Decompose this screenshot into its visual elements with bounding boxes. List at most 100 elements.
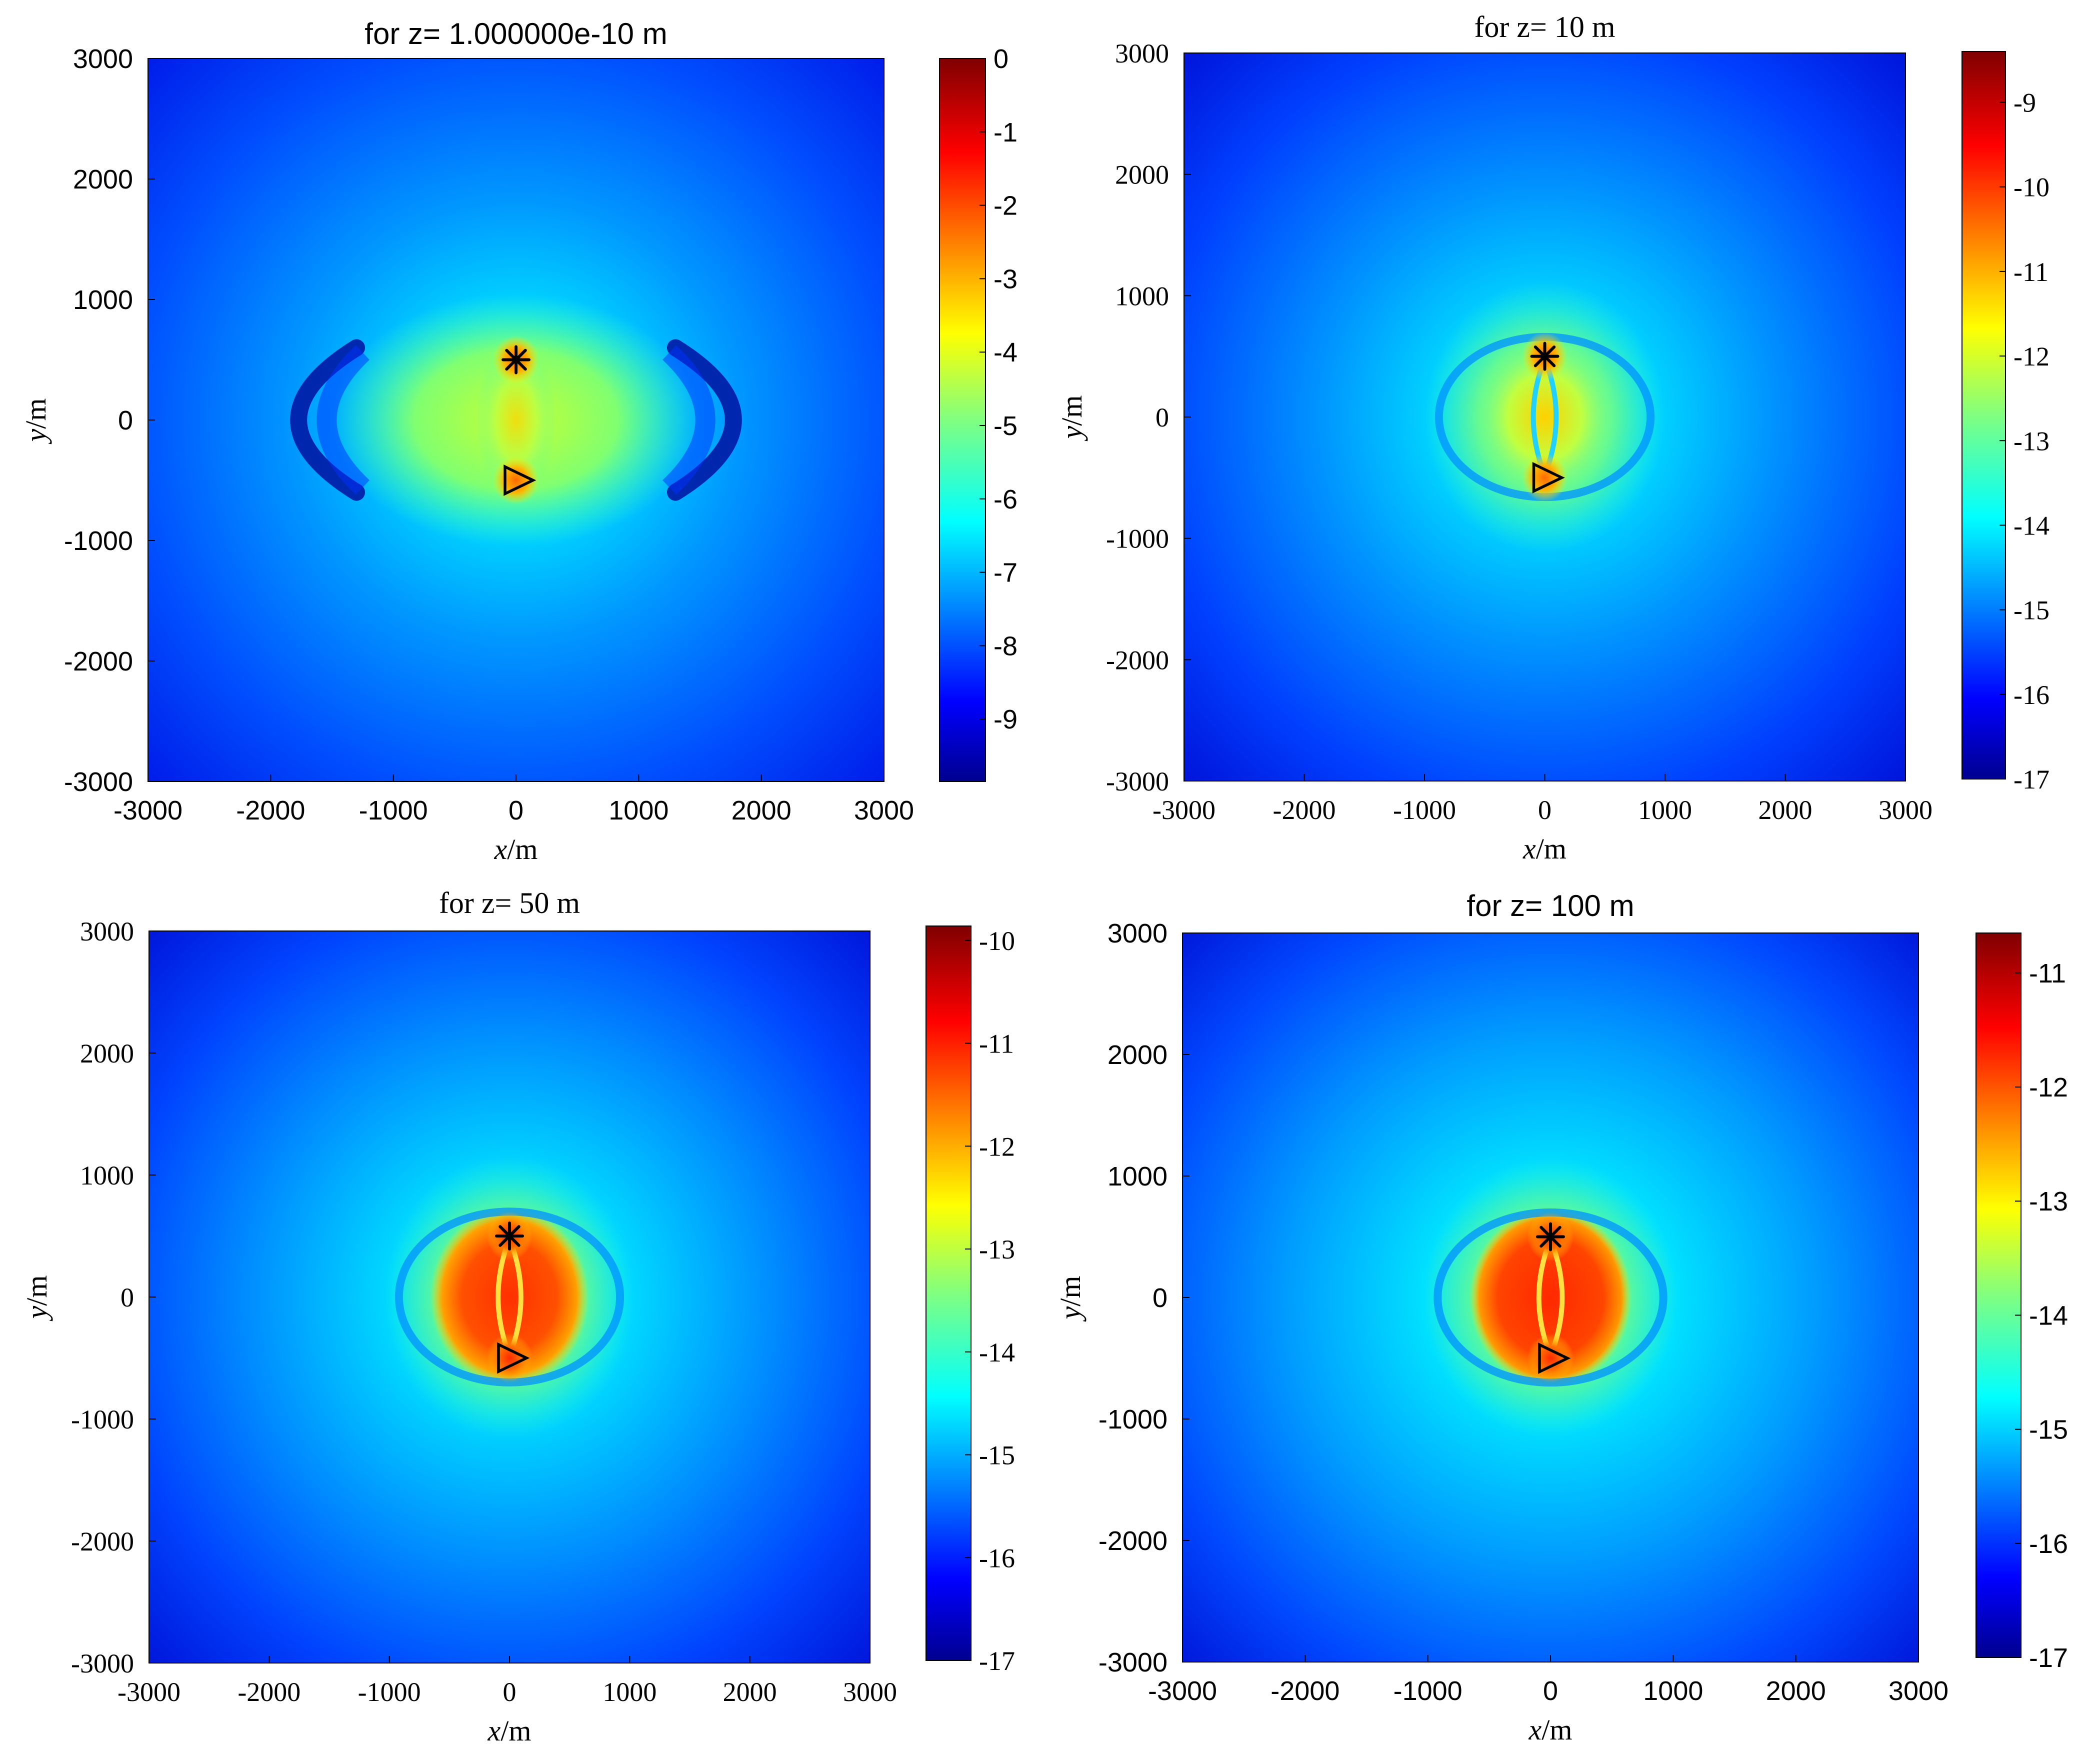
x-tick-label: 1000 bbox=[608, 796, 668, 826]
x-tick-label: -2000 bbox=[236, 796, 305, 826]
x-axis-label: x/m bbox=[1528, 1714, 1572, 1746]
x-tick-label: 1000 bbox=[602, 1677, 656, 1707]
x-tick-label: -3000 bbox=[1148, 1676, 1217, 1706]
plot-frame bbox=[148, 58, 884, 782]
colorbar-tick-label: -17 bbox=[2014, 764, 2050, 794]
null-arc-right bbox=[666, 339, 742, 501]
colorbar-tick-label: -15 bbox=[979, 1440, 1015, 1470]
receiver-marker-triangle bbox=[497, 1342, 530, 1374]
y-tick-label: 0 bbox=[120, 1282, 134, 1312]
source-marker-asterisk bbox=[1536, 1222, 1565, 1252]
y-tick-label: -2000 bbox=[71, 1526, 134, 1556]
colorbar-gradient bbox=[939, 58, 986, 782]
x-axis-label: x/m bbox=[1522, 832, 1566, 865]
x-tick-label: 3000 bbox=[1888, 1676, 1948, 1706]
colorbar-tick-label: -11 bbox=[2029, 958, 2066, 988]
colorbar-tick-label: -12 bbox=[2029, 1072, 2068, 1102]
y-tick-label: 1000 bbox=[1115, 281, 1169, 311]
y-axis-label: y/m bbox=[20, 1276, 53, 1322]
y-tick-label: 2000 bbox=[1108, 1040, 1168, 1070]
colorbar-tick-label: -1 bbox=[994, 118, 1018, 148]
x-axis-label: x/m bbox=[488, 1714, 532, 1747]
x-tick-label: -1000 bbox=[1393, 795, 1456, 825]
y-tick-label: 3000 bbox=[1108, 918, 1168, 948]
colorbar-tick-label: -14 bbox=[979, 1338, 1015, 1368]
null-arc-shade bbox=[662, 345, 716, 495]
x-tick-label: -2000 bbox=[238, 1677, 300, 1707]
y-tick-label: -3000 bbox=[64, 767, 133, 797]
colorbar-tick-label: -14 bbox=[2029, 1300, 2068, 1330]
chart-title: for z= 1.000000e-10 m bbox=[364, 17, 667, 50]
x-tick-label: 2000 bbox=[723, 1677, 777, 1707]
x-tick-label: -3000 bbox=[118, 1677, 180, 1707]
x-tick-label: -2000 bbox=[1270, 1676, 1340, 1706]
receiver-marker-triangle bbox=[504, 464, 536, 496]
y-tick-label: -1000 bbox=[71, 1404, 134, 1434]
field-image bbox=[1182, 933, 1918, 1662]
x-tick-label: 2000 bbox=[1758, 795, 1812, 825]
plot-frame bbox=[148, 930, 870, 1664]
colorbar-tick-label: -9 bbox=[994, 704, 1018, 734]
x-tick-label: 3000 bbox=[1878, 795, 1932, 825]
colorbar-gradient bbox=[1962, 51, 2006, 780]
y-axis-label: y/m bbox=[1054, 1276, 1086, 1322]
y-tick-label: -1000 bbox=[1106, 524, 1169, 554]
colorbar: -11 -12 -13 -14 -15 -16 -17 bbox=[1976, 932, 2068, 1673]
source-marker-asterisk bbox=[502, 345, 530, 374]
plot-frame bbox=[1184, 52, 1906, 782]
y-tick-label: 3000 bbox=[80, 916, 134, 946]
chart-title: for z= 100 m bbox=[1466, 889, 1634, 922]
x-tick-label: 1000 bbox=[1643, 1676, 1703, 1706]
field-core bbox=[1470, 332, 1620, 502]
colorbar-tick-label: -16 bbox=[2029, 1529, 2068, 1559]
y-tick-label: 2000 bbox=[73, 164, 133, 194]
colorbar-gradient bbox=[1976, 932, 2022, 1658]
colorbar-tick-label: -2 bbox=[994, 191, 1018, 221]
y-axis-label: y/m bbox=[20, 398, 52, 444]
y-tick-label: 0 bbox=[1152, 1283, 1168, 1313]
colorbar-tick-label: -11 bbox=[2014, 257, 2048, 287]
colorbar: 0 -1 -2 -3 -4 -5 -6 -7 -8 -9 bbox=[939, 44, 1018, 782]
colorbar-gradient bbox=[926, 926, 972, 1661]
y-tick-label: -3000 bbox=[71, 1648, 134, 1678]
colorbar-tick-label: -13 bbox=[979, 1234, 1015, 1264]
field-image bbox=[149, 931, 870, 1663]
y-tick-label: -1000 bbox=[1098, 1404, 1168, 1434]
colorbar-tick-label: -10 bbox=[2014, 172, 2050, 202]
y-tick-label: 3000 bbox=[73, 44, 133, 74]
chart-panel-1: -3000 -2000 -1000 0 1000 2000 3000 -3000 -2000 -1… bbox=[20, 17, 1018, 866]
colorbar-tick-label: -13 bbox=[2014, 426, 2050, 456]
x-tick-label: 3000 bbox=[854, 796, 914, 826]
y-tick-label: -1000 bbox=[64, 526, 133, 556]
y-tick-label: -3000 bbox=[1106, 766, 1169, 796]
chart-title: for z= 10 m bbox=[1474, 10, 1615, 44]
field-image bbox=[148, 58, 884, 782]
colorbar-tick-label: -16 bbox=[979, 1543, 1015, 1573]
receiver-marker-triangle bbox=[1538, 1342, 1571, 1374]
x-tick-label: 0 bbox=[1538, 795, 1552, 825]
x-tick-label: 0 bbox=[508, 796, 524, 826]
chart-panel-4: -3000 -2000 -1000 0 1000 2000 3000 -3000 -2000 -1… bbox=[1054, 889, 2068, 1746]
x-tick-label: -1000 bbox=[359, 796, 428, 826]
colorbar-tick-label: -17 bbox=[2029, 1643, 2068, 1673]
x-tick-label: 2000 bbox=[1766, 1676, 1826, 1706]
x-tick-label: 1000 bbox=[1638, 795, 1692, 825]
x-tick-label: -3000 bbox=[1152, 795, 1216, 825]
x-tick-label: -2000 bbox=[1273, 795, 1336, 825]
chart-title: for z= 50 m bbox=[439, 886, 580, 920]
colorbar-tick-label: -3 bbox=[994, 264, 1018, 294]
y-tick-label: 0 bbox=[118, 406, 133, 436]
colorbar-tick-label: -16 bbox=[2014, 680, 2050, 710]
colorbar-tick-label: -7 bbox=[994, 558, 1018, 588]
y-tick-label: 0 bbox=[1156, 402, 1169, 432]
chart-panel-3: -3000 -2000 -1000 0 1000 2000 3000 -3000 -2000 -1… bbox=[20, 886, 1015, 1747]
y-tick-label: 2000 bbox=[1115, 160, 1169, 190]
field-core bbox=[1470, 1208, 1632, 1388]
y-tick-label: 3000 bbox=[1115, 38, 1169, 68]
y-tick-label: -2000 bbox=[64, 646, 133, 676]
field-core bbox=[430, 1206, 589, 1388]
y-tick-label: 1000 bbox=[80, 1160, 134, 1190]
y-axis-label: y/m bbox=[1056, 396, 1088, 442]
y-tick-label: 2000 bbox=[80, 1038, 134, 1068]
